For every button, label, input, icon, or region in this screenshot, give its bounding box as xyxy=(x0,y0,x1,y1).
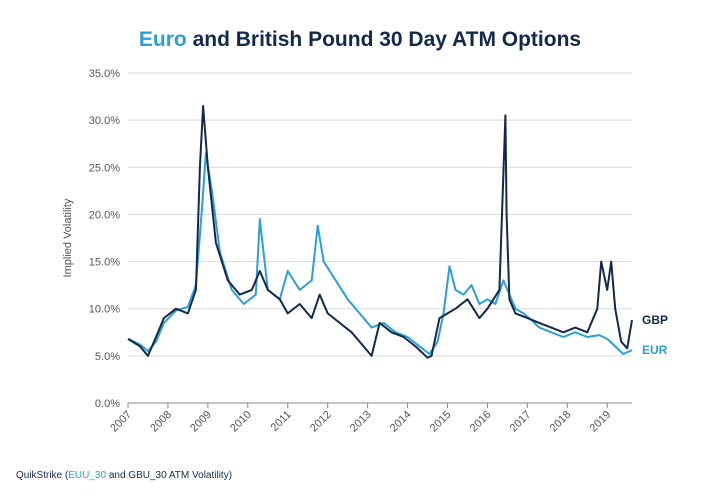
x-tick-label: 2007 xyxy=(108,409,134,435)
x-tick-label: 2013 xyxy=(348,409,374,435)
chart-title-rest: and British Pound 30 Day ATM Options xyxy=(186,28,582,51)
x-tick-label: 2011 xyxy=(269,409,294,434)
chart-title-accent: Euro xyxy=(138,28,187,51)
x-tick-label: 2014 xyxy=(388,409,414,435)
source-suffix: and GBU_30 ATM Volatility) xyxy=(106,470,233,481)
y-tick-label: 5.0% xyxy=(95,351,120,363)
grid-lines xyxy=(127,72,632,408)
y-tick-label: 35.0% xyxy=(89,68,120,80)
chart-title: Euro and British Pound 30 Day ATM Option… xyxy=(0,28,720,52)
y-tick-label: 10.0% xyxy=(89,304,120,316)
x-tick-label: 2009 xyxy=(188,409,214,435)
y-tick-label: 30.0% xyxy=(89,115,120,127)
y-tick-label: 0.0% xyxy=(95,398,120,410)
series-label-eur: EUR xyxy=(642,343,668,357)
y-tick-label: 15.0% xyxy=(89,257,120,269)
source-prefix: QuikStrike ( xyxy=(16,470,69,481)
x-tick-label: 2012 xyxy=(308,409,334,435)
x-tick-label: 2017 xyxy=(508,409,534,435)
x-tick-label: 2018 xyxy=(548,409,574,435)
y-tick-label: 25.0% xyxy=(89,162,120,174)
series-label-gbp: GBP xyxy=(642,313,668,327)
y-tick-label: 20.0% xyxy=(89,209,120,221)
y-axis-label: Implied Volatility xyxy=(62,198,74,277)
series-lines xyxy=(127,105,633,359)
source-note: QuikStrike (EUU_30 and GBU_30 ATM Volati… xyxy=(16,470,232,481)
x-tick-label: 2019 xyxy=(588,409,614,435)
source-accent: EUU_30 xyxy=(68,470,107,481)
x-tick-label: 2008 xyxy=(148,409,174,435)
x-tick-labels: 2007 2008 2009 2010 2011 2012 2013 2014 2015 2016… xyxy=(108,409,613,435)
series-line-gbp xyxy=(127,105,633,359)
y-tick-labels: 0.0% 5.0% 10.0% 15.0% 20.0% 25.0% 30.0% 35.0% xyxy=(89,68,120,410)
series-end-labels: EUR GBP xyxy=(642,313,668,357)
x-tick-label: 2016 xyxy=(468,409,494,435)
x-tick-label: 2015 xyxy=(428,409,454,435)
x-tick-label: 2010 xyxy=(228,409,254,435)
